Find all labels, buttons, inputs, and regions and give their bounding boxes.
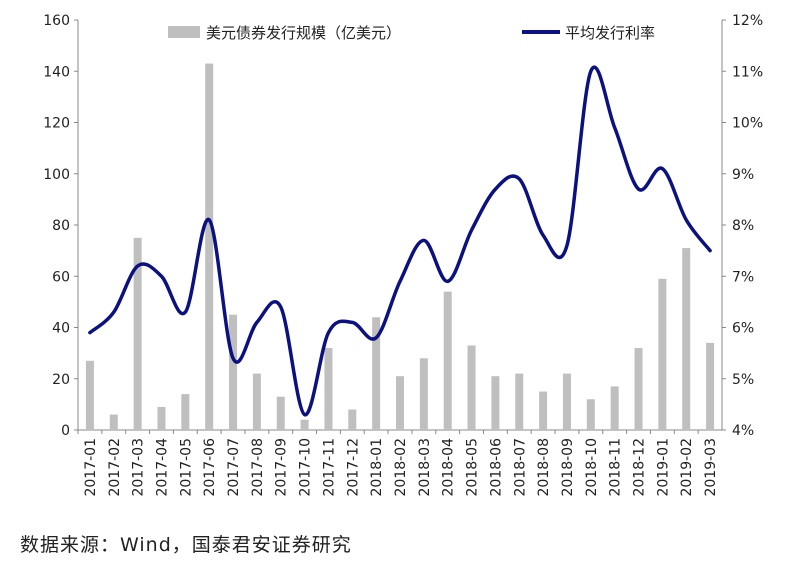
right-tick-label: 9% (732, 167, 754, 183)
x-tick-label: 2017-02 (107, 438, 123, 497)
bar-2017-06 (205, 63, 214, 430)
bar-2018-12 (634, 348, 643, 430)
bar-2018-03 (419, 358, 428, 430)
x-axis: 2017-01 2017-02 2017-03 2017-04 2017-05 2017-… (77, 430, 719, 497)
x-tick-label: 2017-05 (178, 438, 194, 497)
bar-2018-02 (396, 376, 404, 430)
right-axis: 4% 5% 6% 7% 8% 9% 10% 11% 12% (722, 13, 763, 439)
x-tick-label: 2017-01 (83, 438, 99, 497)
left-tick-label: 60 (52, 269, 70, 285)
right-tick-label: 7% (732, 269, 754, 285)
left-tick-label: 20 (52, 372, 70, 388)
bar-2017-01 (85, 360, 94, 430)
bar-2018-09 (562, 373, 571, 430)
line-series (88, 65, 712, 417)
x-tick-label: 2018-07 (512, 438, 528, 497)
left-tick-label: 0 (61, 423, 70, 439)
bar-2018-05 (467, 345, 476, 430)
bar-2018-10 (586, 399, 595, 430)
x-tick-label: 2018-05 (465, 438, 481, 497)
source-note: 数据来源：Wind，国泰君安证券研究 (20, 534, 352, 556)
bar-2018-01 (372, 317, 381, 430)
left-tick-label: 140 (43, 64, 70, 80)
x-tick-label: 2018-09 (560, 438, 576, 497)
left-tick-label: 80 (52, 218, 70, 234)
left-tick-label: 120 (43, 116, 70, 132)
x-tick-label: 2019-02 (679, 438, 695, 497)
x-tick-label: 2018-11 (608, 438, 624, 497)
bar-2017-03 (133, 237, 142, 430)
bar-2017-04 (157, 406, 166, 430)
legend: 美元债券发行规模（亿美元） 平均发行利率 (168, 24, 655, 42)
bar-2017-02 (109, 414, 118, 430)
bar-2017-11 (324, 348, 333, 430)
x-tick-label: 2017-10 (298, 438, 314, 497)
x-tick-label: 2017-12 (345, 438, 361, 497)
right-tick-label: 11% (732, 64, 763, 80)
right-tick-label: 4% (732, 423, 754, 439)
x-tick-label: 2019-01 (655, 438, 671, 497)
right-tick-label: 6% (732, 321, 754, 337)
bar-2018-07 (515, 373, 524, 430)
right-tick-label: 5% (732, 372, 754, 388)
left-tick-label: 100 (43, 167, 70, 183)
x-tick-label: 2017-03 (131, 438, 147, 497)
x-tick-label: 2018-02 (393, 438, 409, 497)
x-tick-label: 2018-01 (369, 438, 385, 497)
x-tick-label: 2017-11 (321, 438, 337, 497)
bar-2018-06 (491, 376, 500, 430)
x-tick-label: 2018-10 (584, 438, 600, 497)
left-tick-label: 40 (52, 321, 70, 337)
bar-2017-10 (300, 419, 309, 430)
plot-area (77, 20, 723, 431)
bar-2019-03 (706, 342, 715, 430)
left-axis: 0 20 40 60 80 100 120 140 160 (43, 13, 78, 439)
bar-2018-08 (539, 391, 548, 430)
x-tick-label: 2018-08 (536, 438, 552, 497)
x-tick-label: 2017-08 (250, 438, 266, 497)
right-tick-label: 10% (732, 116, 763, 132)
x-tick-label: 2018-04 (441, 438, 457, 497)
legend-bar-label: 美元债券发行规模（亿美元） (206, 24, 401, 42)
bar-2018-04 (443, 291, 452, 430)
bar-2017-08 (252, 373, 261, 430)
bar-2019-01 (658, 278, 667, 430)
x-tick-label: 2017-04 (154, 438, 170, 497)
bar-2017-05 (181, 394, 190, 430)
right-tick-label: 8% (732, 218, 754, 234)
bar-2018-11 (610, 386, 619, 430)
bar-2019-02 (682, 248, 691, 430)
legend-bar-swatch (168, 26, 200, 38)
chart: 0 20 40 60 80 100 120 140 160 4% 5% 6% 7% 8% 9% 10% 11%… (43, 13, 763, 497)
bar-2017-12 (348, 409, 357, 430)
bar-2017-09 (276, 396, 285, 430)
x-tick-label: 2017-06 (202, 438, 218, 497)
x-tick-label: 2018-12 (632, 438, 648, 497)
left-tick-label: 160 (43, 13, 70, 29)
x-tick-label: 2018-03 (417, 438, 433, 497)
bar-2017-07 (229, 314, 238, 430)
legend-line-label: 平均发行利率 (565, 24, 655, 42)
x-tick-label: 2019-03 (703, 438, 719, 497)
rate-line (88, 65, 712, 417)
x-tick-label: 2017-07 (226, 438, 242, 497)
bar-series (85, 63, 715, 430)
x-tick-label: 2018-06 (488, 438, 504, 497)
x-tick-label: 2017-09 (274, 438, 290, 497)
right-tick-label: 12% (732, 13, 763, 29)
